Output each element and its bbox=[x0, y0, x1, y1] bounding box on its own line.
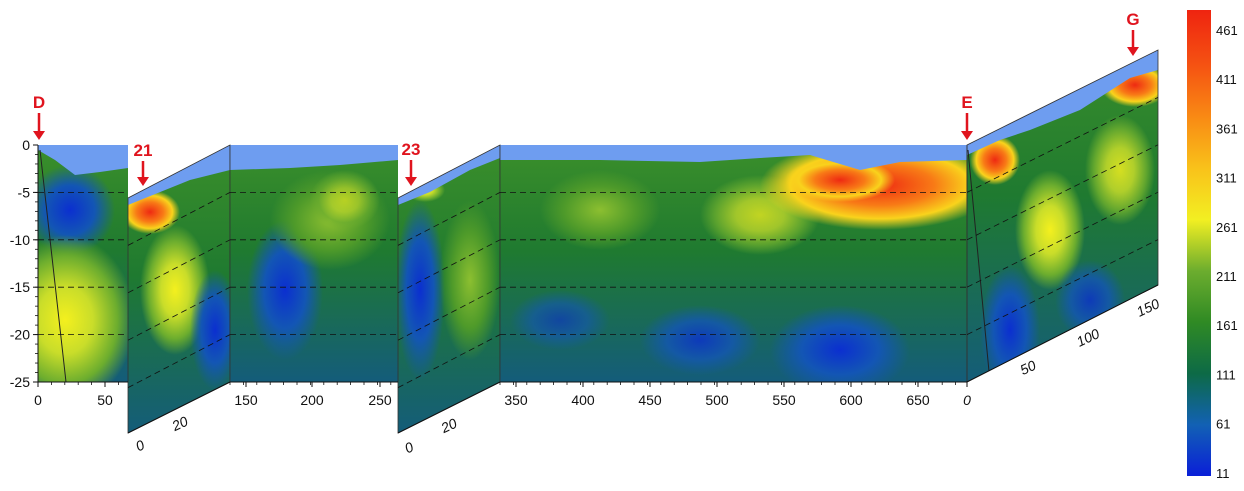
marker-label: 21 bbox=[134, 141, 153, 160]
x-tick-label: 500 bbox=[705, 392, 729, 408]
fence-tick-label: 0 bbox=[133, 436, 147, 454]
colorbar-tick-label: 211 bbox=[1216, 269, 1237, 284]
y-tick-label: -15 bbox=[10, 279, 30, 295]
fence-tick-label: 20 bbox=[169, 413, 191, 435]
grid-line bbox=[966, 239, 1159, 335]
y-ticks: 0 -5 -10 -15 -20 -25 bbox=[10, 137, 38, 390]
panel-fence-eg bbox=[967, 50, 1158, 382]
x-tick-label: 400 bbox=[571, 392, 595, 408]
panel-main-left bbox=[38, 145, 128, 382]
y-tick-label: 0 bbox=[22, 137, 30, 153]
fence-tick-label: 0 bbox=[402, 438, 416, 456]
x-tick-label: 450 bbox=[638, 392, 662, 408]
x-tick-label: 0 bbox=[963, 392, 971, 408]
colorbar-tick-label: 261 bbox=[1216, 220, 1238, 235]
x-tick-label: 350 bbox=[504, 392, 528, 408]
x-tick-label: 650 bbox=[906, 392, 930, 408]
x-axis-fence-eg bbox=[966, 284, 1159, 383]
x-tick-label: 50 bbox=[97, 392, 113, 408]
x-axis-fence-23 bbox=[397, 381, 501, 434]
marker-arrowhead bbox=[961, 131, 973, 140]
marker-label: 23 bbox=[402, 140, 421, 159]
colorbar-tick-label: 361 bbox=[1216, 121, 1238, 136]
panel-main-right bbox=[500, 145, 967, 382]
x-tick-label: 0 bbox=[34, 392, 42, 408]
y-tick-label: -25 bbox=[10, 374, 30, 390]
colorbar-tick-label: 161 bbox=[1216, 318, 1238, 333]
colorbar bbox=[1187, 10, 1211, 476]
colorbar-tick-label: 111 bbox=[1216, 367, 1236, 382]
marker-label: E bbox=[961, 93, 972, 112]
grid-line bbox=[966, 144, 1159, 241]
x-tick-label: 200 bbox=[300, 392, 324, 408]
y-tick-label: -20 bbox=[10, 327, 30, 343]
marker-label: D bbox=[33, 93, 45, 112]
markers: D 21 23 E G bbox=[33, 10, 1140, 186]
grid-line bbox=[966, 191, 1159, 288]
fence-tick-label: 100 bbox=[1074, 325, 1102, 349]
x-tick-label: 600 bbox=[839, 392, 863, 408]
marker-arrowhead bbox=[33, 131, 45, 140]
depth-grid bbox=[38, 191, 967, 336]
marker-arrowhead bbox=[137, 177, 149, 186]
colorbar-tick-label: 311 bbox=[1216, 171, 1237, 186]
grid-line bbox=[127, 334, 231, 388]
colorbar-ticks: 461 411 361 311 261 211 161 111 61 11 bbox=[1216, 23, 1238, 481]
x-tick-label: 250 bbox=[368, 392, 392, 408]
colorbar-tick-label: 61 bbox=[1216, 417, 1230, 432]
grid-line bbox=[966, 97, 1159, 193]
fence-grid bbox=[127, 97, 1159, 388]
marker-arrowhead bbox=[405, 177, 417, 186]
grid-line bbox=[397, 286, 501, 341]
fence-tick-label: 150 bbox=[1134, 295, 1162, 319]
marker-label: G bbox=[1126, 10, 1139, 29]
grid-line bbox=[397, 334, 501, 388]
x-tick-label: 150 bbox=[234, 392, 258, 408]
panel-main-middle bbox=[230, 145, 398, 382]
colorbar-tick-label: 411 bbox=[1216, 72, 1237, 87]
panel-fence-21 bbox=[128, 145, 230, 433]
grid-line bbox=[397, 192, 501, 246]
grid-line bbox=[127, 192, 231, 246]
fence-tick-label: 50 bbox=[1017, 357, 1038, 378]
fence-tick-label: 20 bbox=[438, 415, 460, 437]
grid-line bbox=[127, 239, 231, 294]
x-axis-fence-21 bbox=[127, 381, 231, 434]
colorbar-tick-label: 11 bbox=[1216, 466, 1230, 481]
x-tick-label: 550 bbox=[772, 392, 796, 408]
y-tick-label: -10 bbox=[10, 232, 30, 248]
grid-line bbox=[127, 286, 231, 341]
grid-line bbox=[397, 239, 501, 294]
colorbar-tick-label: 461 bbox=[1216, 23, 1238, 38]
panel-fence-23 bbox=[398, 145, 500, 433]
marker-arrowhead bbox=[1127, 47, 1139, 56]
y-tick-label: -5 bbox=[18, 184, 31, 200]
